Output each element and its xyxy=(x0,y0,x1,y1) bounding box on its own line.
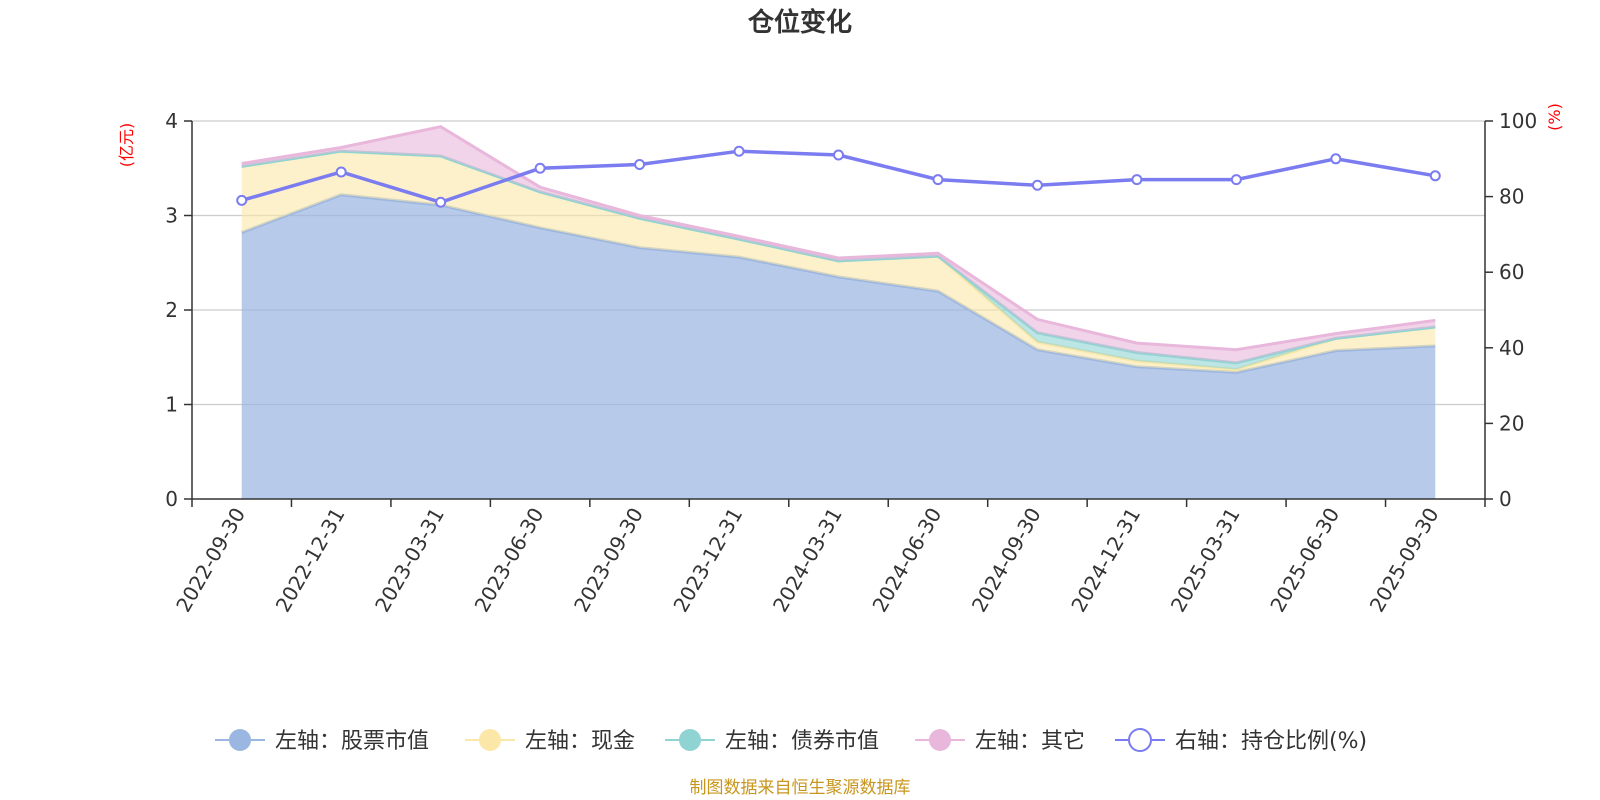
x-axis-tick-label: 2024-09-30 xyxy=(967,504,1046,617)
x-axis-tick-label: 2024-03-31 xyxy=(768,504,847,617)
position-ratio-point xyxy=(1330,153,1342,165)
x-axis-tick-label: 2025-06-30 xyxy=(1265,504,1344,617)
left-axis-tick-label: 0 xyxy=(165,487,178,511)
legend-marker xyxy=(929,729,951,751)
right-axis-unit: (%) xyxy=(1545,103,1564,131)
x-axis-tick-label: 2023-09-30 xyxy=(569,504,648,617)
area-4 xyxy=(241,126,1436,363)
right-axis-tick-label: 60 xyxy=(1499,260,1524,284)
position-ratio-line-layer xyxy=(236,145,1441,208)
chart-title: 仓位变化 xyxy=(747,7,852,38)
legend-marker xyxy=(229,729,251,751)
legend-marker xyxy=(679,729,701,751)
legend-marker xyxy=(479,729,501,751)
position-ratio-point xyxy=(1230,174,1242,186)
right-axis-tick-label: 20 xyxy=(1499,411,1524,435)
legend-label: 左轴：现金 xyxy=(525,729,635,754)
stacked-areas xyxy=(241,125,1436,499)
left-axis-tick-label: 3 xyxy=(165,204,178,228)
left-axis-tick-label: 1 xyxy=(165,393,178,417)
x-axis-tick-label: 2023-03-31 xyxy=(370,504,449,617)
position-ratio-point xyxy=(932,174,944,186)
legend-label: 左轴：股票市值 xyxy=(275,729,429,754)
data-source-note: 制图数据来自恒生聚源数据库 xyxy=(690,778,911,798)
right-axis-tick-label: 40 xyxy=(1499,336,1524,360)
x-axis-tick-label: 2022-09-30 xyxy=(171,504,250,617)
position-ratio-point xyxy=(236,194,248,206)
x-axis-tick-label: 2024-12-31 xyxy=(1066,504,1145,617)
position-ratio-point xyxy=(1429,170,1441,182)
x-axis-tick-label: 2022-12-31 xyxy=(271,504,350,617)
x-axis-tick-label: 2023-12-31 xyxy=(668,504,747,617)
area-edge-4 xyxy=(241,125,1436,352)
left-axis-unit: (亿元) xyxy=(117,123,136,168)
position-ratio-point xyxy=(1131,174,1143,186)
right-axis-tick-label: 0 xyxy=(1499,487,1512,511)
right-axis-tick-label: 100 xyxy=(1499,109,1537,133)
left-axis-tick-label: 2 xyxy=(165,298,178,322)
x-axis-tick-label: 2025-09-30 xyxy=(1365,504,1444,617)
legend-label: 右轴：持仓比例(%) xyxy=(1175,729,1367,754)
legend-label: 左轴：债券市值 xyxy=(725,729,879,754)
x-axis-tick-label: 2025-03-31 xyxy=(1166,504,1245,617)
position-ratio-point xyxy=(534,162,546,174)
x-axis-tick-label: 2024-06-30 xyxy=(867,504,946,617)
legend-marker xyxy=(1128,728,1152,752)
position-ratio-point xyxy=(1031,179,1043,191)
position-ratio-point xyxy=(833,149,844,161)
right-axis-tick-label: 80 xyxy=(1499,185,1524,209)
position-ratio-point xyxy=(634,158,646,170)
left-axis-tick-label: 4 xyxy=(165,109,178,133)
legend-label: 左轴：其它 xyxy=(975,729,1085,754)
position-ratio-point xyxy=(435,196,447,208)
area-1 xyxy=(241,194,1436,499)
legend: 左轴：股票市值 左轴：现金 左轴：债券市值 左轴：其它 右轴：持仓比例(%) xyxy=(215,728,1367,754)
position-ratio-point xyxy=(335,166,347,178)
position-ratio-point xyxy=(733,145,745,157)
x-axis-tick-label: 2023-06-30 xyxy=(470,504,549,617)
